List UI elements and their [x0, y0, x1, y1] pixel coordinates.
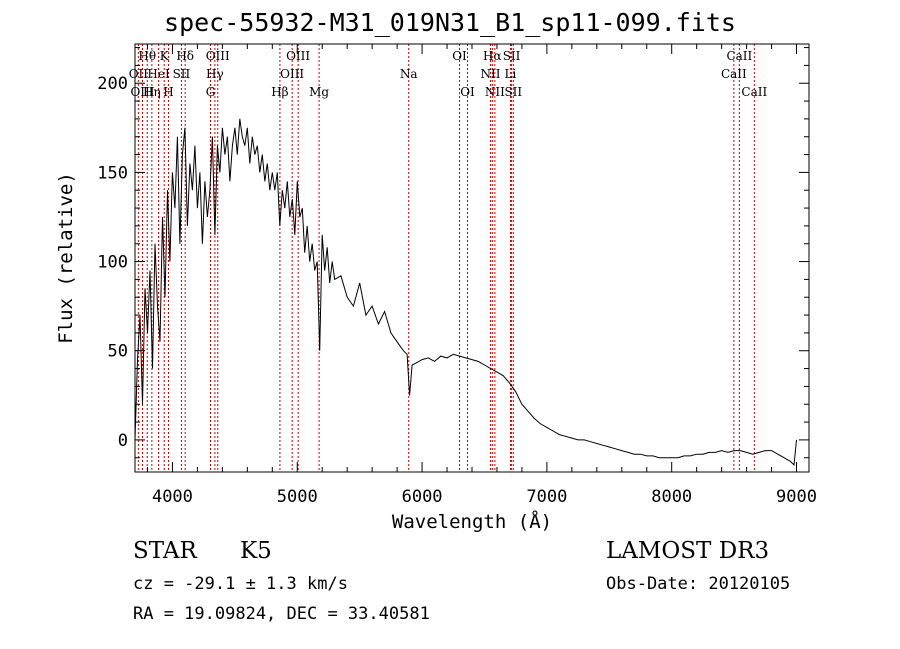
line-marker-label: Na: [400, 67, 418, 81]
x-tick-label: 9000: [776, 487, 817, 507]
line-marker-label: HeI: [147, 67, 170, 81]
line-marker-label: OII: [129, 67, 149, 81]
line-marker-label: CaII: [741, 85, 767, 99]
x-tick-label: 5000: [277, 487, 318, 507]
line-marker-label: Hγ: [206, 67, 224, 81]
line-marker-label: Hθ: [138, 49, 156, 63]
y-tick-label: 200: [97, 74, 128, 94]
line-marker-label: Hα: [483, 49, 502, 63]
line-marker-label: Hβ: [271, 85, 288, 99]
line-marker-label: K: [160, 49, 170, 63]
line-marker-label: Mg: [309, 85, 329, 99]
line-marker-label: OIII: [280, 67, 304, 81]
y-tick-label: 100: [97, 253, 128, 273]
line-marker-label: Li: [505, 67, 517, 81]
y-tick-label: 50: [108, 342, 128, 362]
y-axis-label: Flux (relative): [55, 172, 77, 344]
plot-frame: [134, 43, 810, 473]
object-class: STAR: [133, 538, 197, 564]
line-marker-label: CaII: [726, 49, 752, 63]
redshift-velocity: cz = -29.1 ± 1.3 km/s: [133, 574, 348, 594]
x-tick-label: 8000: [651, 487, 692, 507]
line-marker-label: SII: [504, 85, 522, 99]
x-axis-label: Wavelength (Å): [392, 510, 552, 533]
spectrum-line: [134, 118, 797, 466]
survey-name: LAMOST DR3: [606, 538, 770, 564]
x-axis: 4000 5000 6000 7000 8000 9000: [146, 44, 817, 507]
x-tick-label: 6000: [402, 487, 443, 507]
line-marker-label: CaII: [721, 67, 747, 81]
coordinates: RA = 19.09824, DEC = 33.40581: [133, 604, 430, 624]
y-tick-label: 150: [97, 163, 128, 183]
x-tick-label: 7000: [526, 487, 567, 507]
line-marker-label: G: [206, 85, 216, 99]
line-marker-label: NII: [485, 85, 505, 99]
line-marker-label: OIII: [286, 49, 310, 63]
line-marker-label: Hδ: [176, 49, 194, 63]
x-tick-label: 4000: [152, 487, 193, 507]
line-marker-label: OIII: [130, 85, 154, 99]
line-marker-label: OI: [460, 85, 475, 99]
line-marker-label: OI: [452, 49, 467, 63]
line-marker-label: H: [163, 85, 173, 99]
line-marker-label: Hη: [143, 85, 161, 99]
object-subclass: K5: [240, 538, 272, 564]
line-marker-label: SII: [503, 49, 521, 63]
line-marker-label: OIII: [206, 49, 230, 63]
observation-date: Obs-Date: 20120105: [606, 574, 791, 594]
line-marker-label: NII: [480, 67, 500, 81]
chart-title: spec-55932-M31_019N31_B1_sp11-099.fits: [164, 8, 736, 37]
y-tick-label: 0: [118, 431, 128, 451]
line-markers: [137, 44, 755, 472]
y-axis: 0 50 100 150 200: [97, 47, 809, 459]
line-marker-label: SII: [173, 67, 191, 81]
